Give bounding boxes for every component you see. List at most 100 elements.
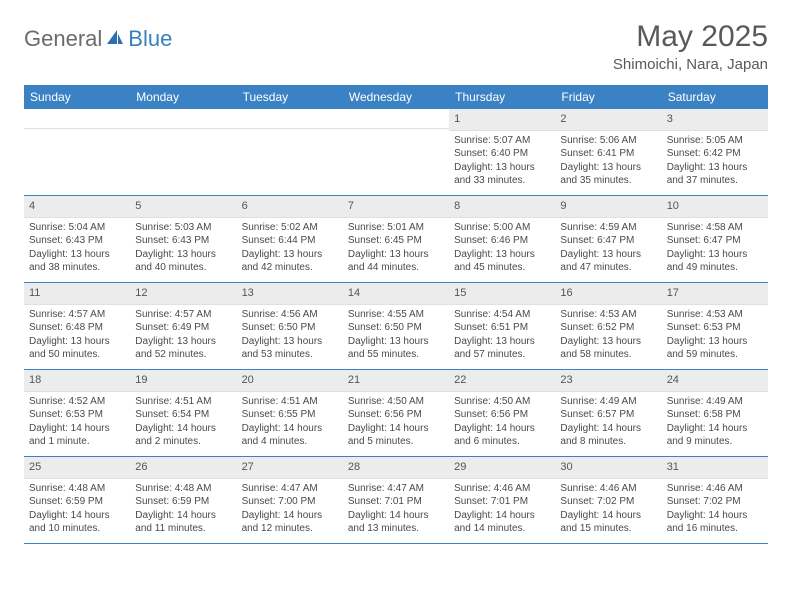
day-line: Sunrise: 5:06 AM xyxy=(560,134,656,148)
day-line: and 14 minutes. xyxy=(454,522,550,536)
brand-logo: GeneralBlue xyxy=(24,20,172,52)
day-line: Sunrise: 4:51 AM xyxy=(242,395,338,409)
day-line: and 10 minutes. xyxy=(29,522,125,536)
day-line: Daylight: 13 hours xyxy=(348,335,444,349)
day-line: Daylight: 14 hours xyxy=(667,509,763,523)
day-line: and 52 minutes. xyxy=(135,348,231,362)
day-cell xyxy=(237,109,343,195)
day-cell: 9Sunrise: 4:59 AMSunset: 6:47 PMDaylight… xyxy=(555,196,661,282)
day-line: and 38 minutes. xyxy=(29,261,125,275)
day-number: 15 xyxy=(449,283,555,305)
day-cell: 3Sunrise: 5:05 AMSunset: 6:42 PMDaylight… xyxy=(662,109,768,195)
brand-part2: Blue xyxy=(128,26,172,52)
day-line: Daylight: 13 hours xyxy=(667,335,763,349)
week-row: 1Sunrise: 5:07 AMSunset: 6:40 PMDaylight… xyxy=(24,109,768,196)
day-body: Sunrise: 5:00 AMSunset: 6:46 PMDaylight:… xyxy=(449,218,555,280)
day-cell: 13Sunrise: 4:56 AMSunset: 6:50 PMDayligh… xyxy=(237,283,343,369)
day-line: Sunrise: 4:49 AM xyxy=(560,395,656,409)
day-cell: 8Sunrise: 5:00 AMSunset: 6:46 PMDaylight… xyxy=(449,196,555,282)
day-body: Sunrise: 4:59 AMSunset: 6:47 PMDaylight:… xyxy=(555,218,661,280)
day-number xyxy=(130,109,236,129)
day-number: 11 xyxy=(24,283,130,305)
day-cell: 24Sunrise: 4:49 AMSunset: 6:58 PMDayligh… xyxy=(662,370,768,456)
day-number: 5 xyxy=(130,196,236,218)
day-number: 24 xyxy=(662,370,768,392)
day-cell: 16Sunrise: 4:53 AMSunset: 6:52 PMDayligh… xyxy=(555,283,661,369)
day-cell: 21Sunrise: 4:50 AMSunset: 6:56 PMDayligh… xyxy=(343,370,449,456)
day-cell: 28Sunrise: 4:47 AMSunset: 7:01 PMDayligh… xyxy=(343,457,449,543)
day-line: Sunrise: 4:57 AM xyxy=(135,308,231,322)
day-header: Monday xyxy=(130,85,236,109)
day-line: Sunrise: 5:02 AM xyxy=(242,221,338,235)
day-cell: 6Sunrise: 5:02 AMSunset: 6:44 PMDaylight… xyxy=(237,196,343,282)
day-line: Daylight: 13 hours xyxy=(560,161,656,175)
day-line: Daylight: 14 hours xyxy=(348,422,444,436)
day-line: and 37 minutes. xyxy=(667,174,763,188)
day-body: Sunrise: 4:52 AMSunset: 6:53 PMDaylight:… xyxy=(24,392,130,454)
day-header: Sunday xyxy=(24,85,130,109)
day-line: and 5 minutes. xyxy=(348,435,444,449)
day-line: and 49 minutes. xyxy=(667,261,763,275)
day-body: Sunrise: 5:04 AMSunset: 6:43 PMDaylight:… xyxy=(24,218,130,280)
day-line: Daylight: 14 hours xyxy=(242,509,338,523)
day-line: Sunset: 6:59 PM xyxy=(135,495,231,509)
day-number: 14 xyxy=(343,283,449,305)
day-body: Sunrise: 5:03 AMSunset: 6:43 PMDaylight:… xyxy=(130,218,236,280)
day-line: Sunrise: 4:59 AM xyxy=(560,221,656,235)
day-body: Sunrise: 4:50 AMSunset: 6:56 PMDaylight:… xyxy=(343,392,449,454)
day-body: Sunrise: 4:53 AMSunset: 6:52 PMDaylight:… xyxy=(555,305,661,367)
day-line: and 15 minutes. xyxy=(560,522,656,536)
day-line: and 44 minutes. xyxy=(348,261,444,275)
day-line: Sunset: 6:53 PM xyxy=(29,408,125,422)
day-line: Sunrise: 4:54 AM xyxy=(454,308,550,322)
day-body: Sunrise: 4:54 AMSunset: 6:51 PMDaylight:… xyxy=(449,305,555,367)
day-line: Daylight: 14 hours xyxy=(29,422,125,436)
day-line: Daylight: 13 hours xyxy=(560,335,656,349)
day-cell: 18Sunrise: 4:52 AMSunset: 6:53 PMDayligh… xyxy=(24,370,130,456)
day-line: Sunset: 7:01 PM xyxy=(454,495,550,509)
day-line: Sunset: 6:57 PM xyxy=(560,408,656,422)
day-body: Sunrise: 4:58 AMSunset: 6:47 PMDaylight:… xyxy=(662,218,768,280)
day-line: Sunset: 6:53 PM xyxy=(667,321,763,335)
day-cell xyxy=(343,109,449,195)
week-row: 25Sunrise: 4:48 AMSunset: 6:59 PMDayligh… xyxy=(24,457,768,544)
day-cell: 30Sunrise: 4:46 AMSunset: 7:02 PMDayligh… xyxy=(555,457,661,543)
day-line: and 50 minutes. xyxy=(29,348,125,362)
day-line: Sunrise: 4:46 AM xyxy=(560,482,656,496)
weeks-container: 1Sunrise: 5:07 AMSunset: 6:40 PMDaylight… xyxy=(24,109,768,544)
day-number: 2 xyxy=(555,109,661,131)
week-row: 4Sunrise: 5:04 AMSunset: 6:43 PMDaylight… xyxy=(24,196,768,283)
day-number xyxy=(343,109,449,129)
day-cell: 7Sunrise: 5:01 AMSunset: 6:45 PMDaylight… xyxy=(343,196,449,282)
day-line: Sunrise: 4:46 AM xyxy=(667,482,763,496)
day-line: and 8 minutes. xyxy=(560,435,656,449)
day-line: Sunset: 7:02 PM xyxy=(667,495,763,509)
day-cell: 22Sunrise: 4:50 AMSunset: 6:56 PMDayligh… xyxy=(449,370,555,456)
day-line: and 58 minutes. xyxy=(560,348,656,362)
day-line: Daylight: 14 hours xyxy=(135,509,231,523)
day-line: and 55 minutes. xyxy=(348,348,444,362)
day-line: Sunrise: 5:01 AM xyxy=(348,221,444,235)
day-line: Daylight: 14 hours xyxy=(135,422,231,436)
day-number: 1 xyxy=(449,109,555,131)
day-body: Sunrise: 4:56 AMSunset: 6:50 PMDaylight:… xyxy=(237,305,343,367)
day-line: Sunrise: 4:50 AM xyxy=(348,395,444,409)
day-line: and 16 minutes. xyxy=(667,522,763,536)
day-line: and 42 minutes. xyxy=(242,261,338,275)
day-line: Sunset: 6:47 PM xyxy=(667,234,763,248)
day-line: Sunset: 7:00 PM xyxy=(242,495,338,509)
day-line: Sunrise: 4:52 AM xyxy=(29,395,125,409)
day-body: Sunrise: 4:55 AMSunset: 6:50 PMDaylight:… xyxy=(343,305,449,367)
day-body: Sunrise: 4:47 AMSunset: 7:00 PMDaylight:… xyxy=(237,479,343,541)
day-line: Daylight: 14 hours xyxy=(454,509,550,523)
day-line: Daylight: 14 hours xyxy=(454,422,550,436)
day-header: Friday xyxy=(555,85,661,109)
day-line: Sunset: 6:59 PM xyxy=(29,495,125,509)
day-line: Sunrise: 5:07 AM xyxy=(454,134,550,148)
day-line: Sunrise: 4:57 AM xyxy=(29,308,125,322)
day-line: Sunset: 6:47 PM xyxy=(560,234,656,248)
day-cell: 17Sunrise: 4:53 AMSunset: 6:53 PMDayligh… xyxy=(662,283,768,369)
day-line: and 11 minutes. xyxy=(135,522,231,536)
day-line: Daylight: 14 hours xyxy=(560,422,656,436)
day-body: Sunrise: 4:48 AMSunset: 6:59 PMDaylight:… xyxy=(130,479,236,541)
